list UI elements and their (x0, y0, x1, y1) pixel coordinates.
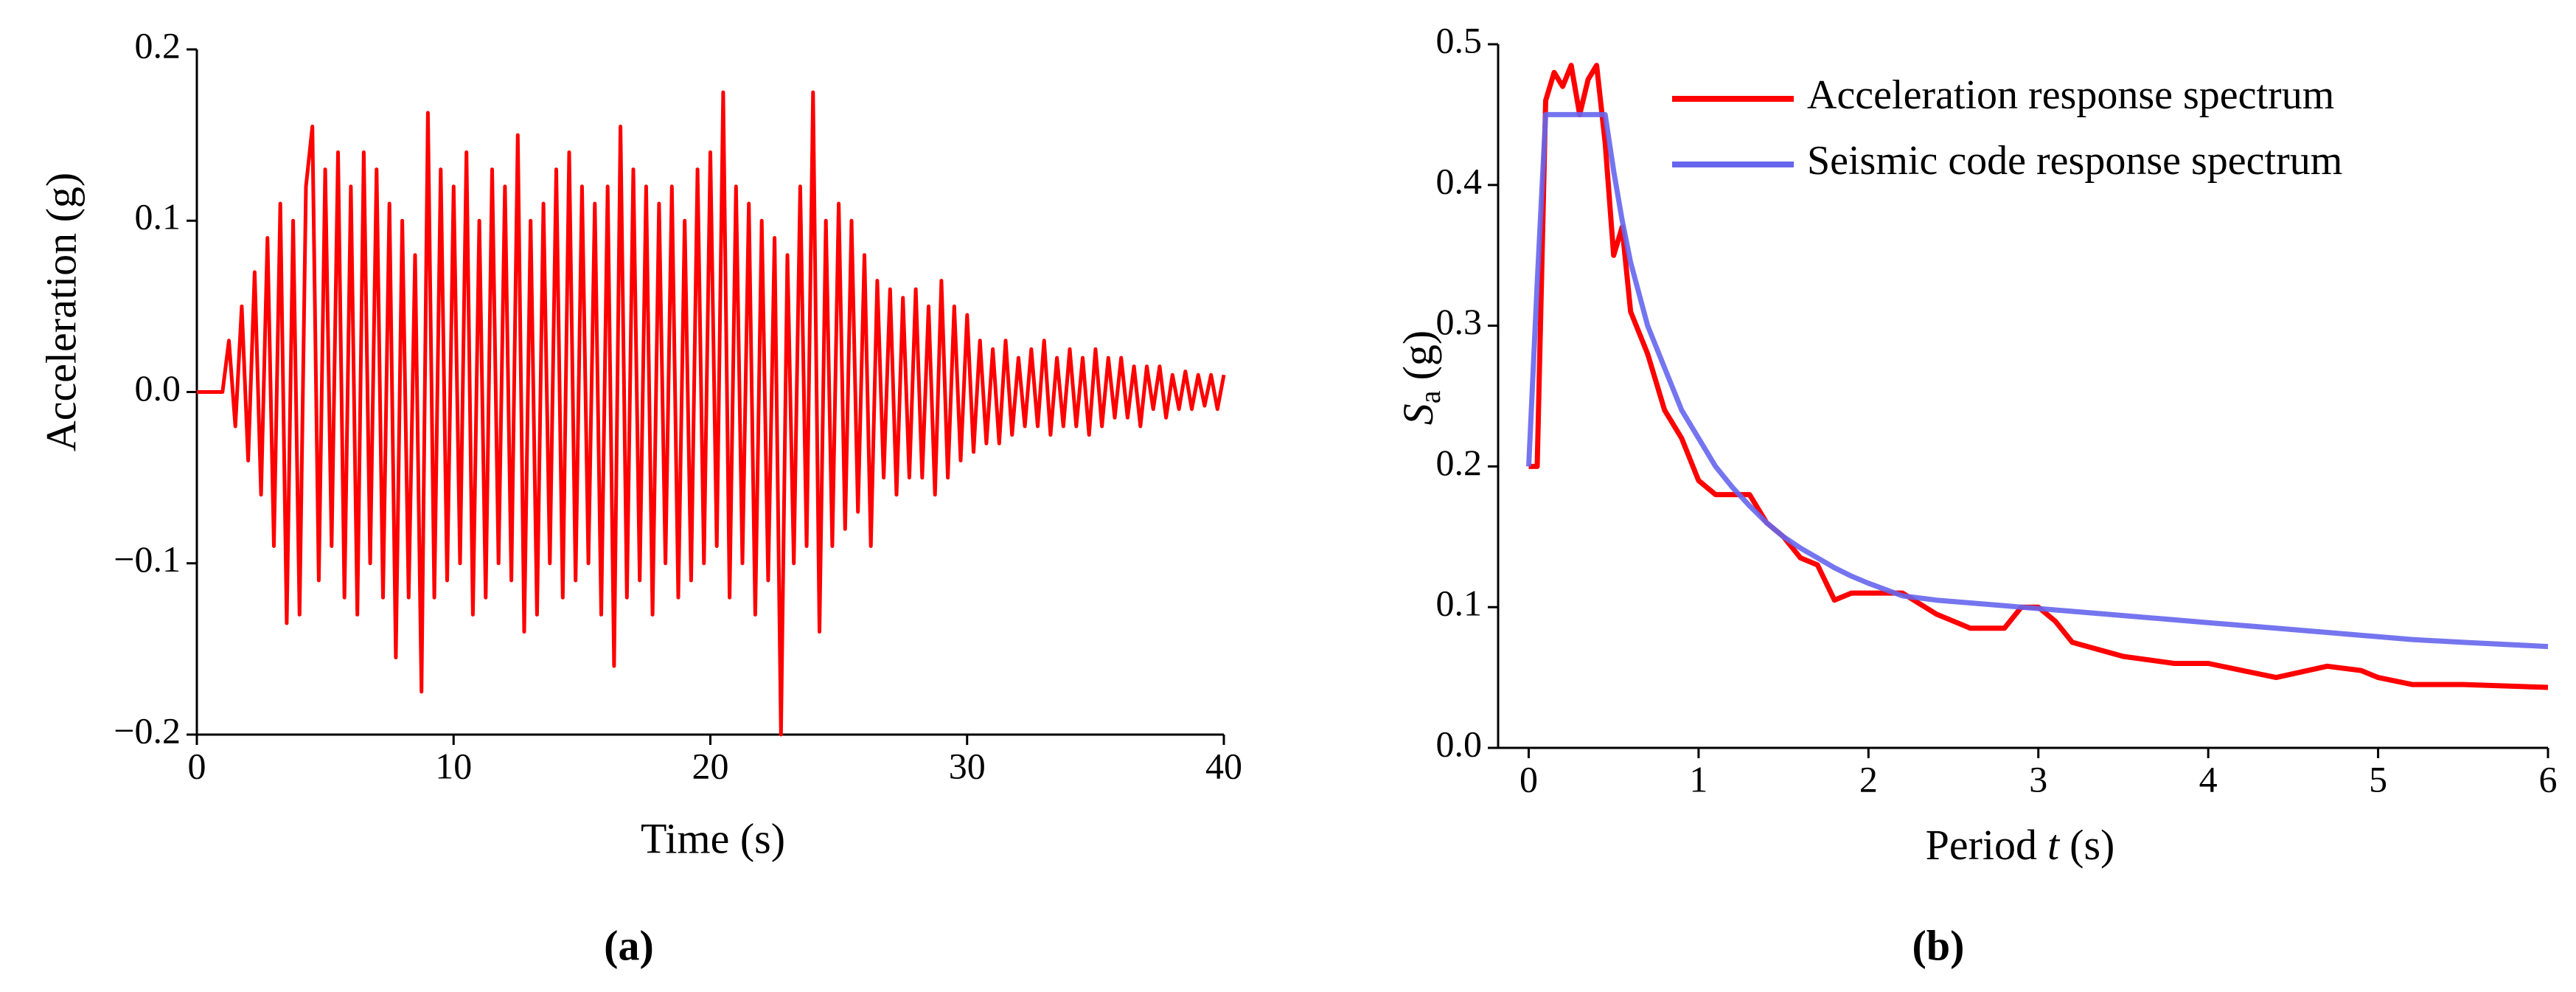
y-tick-label: 0.5 (1436, 19, 1483, 60)
y-axis-title: Sa (g) (1394, 330, 1447, 425)
panel-label: (b) (1912, 921, 1965, 969)
x-tick-label: 20 (692, 745, 729, 786)
x-tick-label: 6 (2539, 758, 2558, 800)
y-title-symbol: S (1394, 403, 1442, 425)
y-title-unit: (g) (1394, 330, 1442, 381)
data-line (1528, 63, 2549, 690)
x-tick-label: 3 (2029, 758, 2047, 800)
x-axis-title: Period t (s) (1926, 821, 2115, 869)
x-tick-label: 4 (2199, 758, 2218, 800)
panel-label: (a) (604, 921, 654, 969)
x-tick-label: 5 (2369, 758, 2387, 800)
x-title-unit: (s) (2069, 821, 2114, 869)
data-line (1526, 111, 2549, 650)
x-tick-label: 1 (1689, 758, 1708, 800)
x-tick-label: 40 (1205, 745, 1242, 786)
x-tick-label: 2 (1859, 758, 1878, 800)
legend-label: Seismic code response spectrum (1807, 138, 2342, 184)
y-tick-label: 0.0 (135, 367, 181, 409)
y-tick-label: 0.0 (1436, 723, 1483, 764)
x-title-symbol: t (2047, 821, 2061, 869)
y-tick-label: 0.1 (1436, 583, 1483, 624)
x-title-text: Period (1926, 821, 2037, 869)
x-tick-label: 0 (188, 745, 206, 786)
y-title-subscript: a (1413, 390, 1447, 403)
x-axis-title: Time (s) (641, 814, 785, 862)
x-tick-label: 10 (435, 745, 472, 786)
x-tick-label: 0 (1520, 758, 1538, 800)
y-tick-label: −0.2 (114, 710, 181, 751)
y-tick-label: 0.2 (135, 24, 181, 66)
y-tick-label: 0.2 (1436, 442, 1483, 483)
x-tick-label: 30 (949, 745, 986, 786)
legend-label: Acceleration response spectrum (1807, 72, 2334, 118)
y-tick-label: −0.1 (114, 538, 181, 580)
y-axis-title: Acceleration (g) (37, 173, 85, 451)
y-tick-label: 0.4 (1436, 160, 1483, 201)
y-tick-label: 0.3 (1436, 301, 1483, 342)
data-line (197, 90, 1226, 737)
y-tick-label: 0.1 (135, 196, 181, 237)
